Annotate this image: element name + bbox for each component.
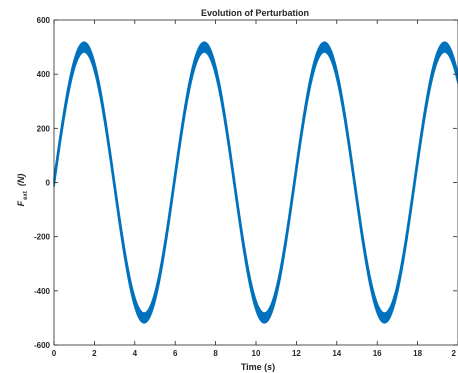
x-tick-label: 18 bbox=[413, 349, 422, 358]
x-tick-label: 14 bbox=[332, 349, 341, 358]
series-layer bbox=[53, 41, 458, 324]
x-axis-label-main: Time ( bbox=[241, 362, 267, 372]
x-tick-label: 6 bbox=[173, 349, 178, 358]
plot-area bbox=[54, 20, 458, 345]
y-tick-label: 0 bbox=[46, 179, 51, 188]
x-tick-label: 4 bbox=[133, 349, 138, 358]
chart-title: Evolution of Perturbation bbox=[201, 8, 309, 18]
y-tick-label: -200 bbox=[34, 233, 51, 242]
x-tick-label: 12 bbox=[292, 349, 301, 358]
x-axis-label-unit: s bbox=[267, 362, 272, 372]
y-axis-label: Fext (N) bbox=[16, 174, 29, 207]
x-tick-label: 0 bbox=[52, 349, 57, 358]
x-axis: 0 2 4 6 8 10 12 14 16 18 2 bbox=[52, 20, 458, 358]
x-tick-label: 2 bbox=[452, 349, 457, 358]
y-tick-label: 400 bbox=[37, 70, 51, 79]
series-line-0 bbox=[53, 41, 458, 324]
x-tick-label: 2 bbox=[92, 349, 97, 358]
y-tick-label: 600 bbox=[37, 16, 51, 25]
y-axis: -600 -400 -200 0 200 400 600 bbox=[34, 16, 457, 350]
y-axis-label-symbol: F bbox=[16, 200, 26, 206]
y-tick-label: 200 bbox=[37, 124, 51, 133]
x-axis-label: Time (s) bbox=[241, 362, 275, 372]
x-tick-label: 8 bbox=[213, 349, 218, 358]
x-tick-label: 16 bbox=[373, 349, 382, 358]
x-axis-label-close: ) bbox=[272, 362, 275, 372]
y-tick-label: -400 bbox=[34, 287, 51, 296]
y-axis-label-subscript: ext bbox=[23, 191, 29, 200]
y-tick-label: -600 bbox=[34, 341, 51, 350]
y-axis-label-unit: (N) bbox=[16, 174, 26, 187]
x-tick-label: 10 bbox=[252, 349, 261, 358]
